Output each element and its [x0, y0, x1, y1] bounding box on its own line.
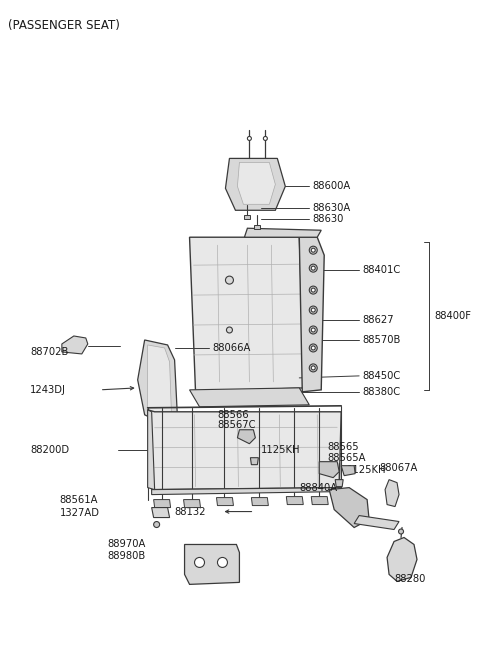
Circle shape	[311, 308, 315, 312]
Text: 88630A: 88630A	[312, 203, 350, 214]
Polygon shape	[341, 466, 355, 476]
Text: 88400F: 88400F	[434, 311, 471, 321]
Text: 88567C: 88567C	[217, 420, 256, 430]
Circle shape	[309, 286, 317, 294]
Text: 1327AD: 1327AD	[60, 508, 100, 517]
Circle shape	[309, 344, 317, 352]
Polygon shape	[238, 430, 255, 443]
Text: 88565: 88565	[327, 441, 359, 452]
Polygon shape	[385, 479, 399, 506]
Polygon shape	[319, 462, 339, 477]
Circle shape	[398, 529, 404, 534]
Text: 88980B: 88980B	[108, 552, 146, 561]
Text: 88702B: 88702B	[30, 347, 68, 357]
Text: 88132: 88132	[175, 506, 206, 517]
Text: 88067A: 88067A	[379, 462, 418, 473]
Text: 88630: 88630	[312, 214, 344, 224]
Text: 88561A: 88561A	[60, 495, 98, 504]
Text: 1125KH: 1125KH	[262, 445, 301, 455]
Polygon shape	[244, 228, 321, 237]
Text: 88970A: 88970A	[108, 540, 146, 550]
Polygon shape	[190, 237, 304, 392]
Circle shape	[227, 327, 232, 333]
Circle shape	[264, 136, 267, 140]
Polygon shape	[329, 487, 369, 527]
Polygon shape	[152, 508, 169, 517]
Text: 88401C: 88401C	[362, 265, 400, 275]
Text: 1243DJ: 1243DJ	[30, 385, 66, 395]
Polygon shape	[152, 487, 341, 495]
Text: 88840A: 88840A	[300, 483, 337, 493]
Polygon shape	[154, 500, 170, 508]
Polygon shape	[300, 237, 324, 392]
Text: 88200D: 88200D	[30, 445, 69, 455]
Circle shape	[311, 328, 315, 332]
Text: 88565A: 88565A	[327, 453, 366, 462]
Circle shape	[309, 264, 317, 272]
Text: 88627: 88627	[362, 315, 394, 325]
Circle shape	[194, 557, 204, 567]
Circle shape	[154, 521, 160, 527]
Polygon shape	[190, 388, 309, 407]
Circle shape	[311, 366, 315, 370]
Polygon shape	[244, 215, 251, 219]
Text: 88566: 88566	[217, 410, 249, 420]
Polygon shape	[184, 544, 240, 584]
Circle shape	[226, 276, 233, 284]
Text: 88600A: 88600A	[312, 181, 350, 191]
Text: 1125KH: 1125KH	[347, 464, 387, 475]
Polygon shape	[216, 498, 233, 506]
Polygon shape	[138, 340, 178, 424]
Circle shape	[309, 246, 317, 254]
Text: (PASSENGER SEAT): (PASSENGER SEAT)	[8, 19, 120, 31]
Text: 88280: 88280	[394, 574, 425, 584]
Text: 88570B: 88570B	[362, 335, 400, 345]
Polygon shape	[190, 546, 234, 582]
Circle shape	[311, 266, 315, 270]
Polygon shape	[148, 345, 171, 420]
Polygon shape	[354, 515, 399, 529]
Circle shape	[247, 136, 252, 140]
Circle shape	[311, 248, 315, 252]
Polygon shape	[311, 496, 328, 504]
Circle shape	[309, 364, 317, 372]
Polygon shape	[148, 410, 155, 489]
Polygon shape	[254, 225, 260, 229]
Polygon shape	[335, 479, 343, 487]
Text: 88066A: 88066A	[213, 343, 251, 353]
Polygon shape	[286, 496, 303, 504]
Circle shape	[217, 557, 228, 567]
Polygon shape	[387, 538, 417, 582]
Polygon shape	[183, 500, 201, 508]
Polygon shape	[148, 410, 341, 489]
Circle shape	[309, 306, 317, 314]
Text: 88450C: 88450C	[362, 371, 400, 381]
Polygon shape	[251, 458, 258, 464]
Polygon shape	[238, 162, 276, 204]
Circle shape	[311, 288, 315, 292]
Polygon shape	[252, 498, 268, 506]
Circle shape	[311, 346, 315, 350]
Circle shape	[309, 326, 317, 334]
Text: 88380C: 88380C	[362, 387, 400, 397]
Polygon shape	[62, 336, 88, 354]
Polygon shape	[226, 159, 285, 210]
